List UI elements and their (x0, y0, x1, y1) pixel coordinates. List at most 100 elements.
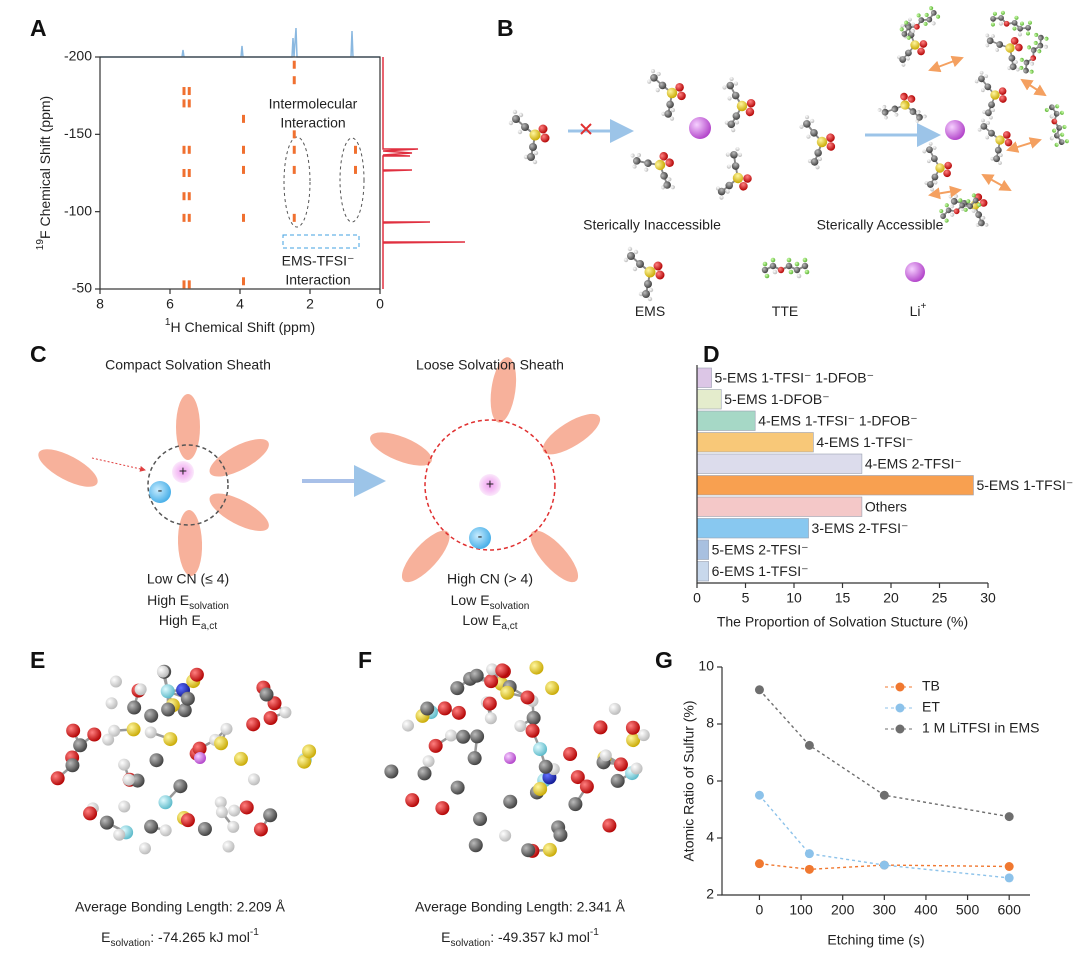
molecule (647, 69, 686, 121)
charge: + (486, 476, 494, 492)
atom (923, 114, 927, 119)
atom (263, 808, 278, 823)
caption: Sterically Accessible (817, 217, 944, 233)
atom (122, 773, 135, 786)
energy-label-part: High E (159, 612, 201, 628)
atom (1030, 55, 1037, 61)
f-projection (382, 57, 466, 289)
atom (764, 273, 770, 279)
atom (160, 684, 175, 699)
atom (233, 751, 248, 766)
atom (793, 266, 801, 274)
atom (905, 24, 912, 31)
atom (636, 260, 644, 268)
arrow (928, 55, 964, 73)
atom (599, 749, 612, 762)
atom (931, 173, 939, 181)
atom (979, 199, 988, 207)
atom (144, 726, 157, 739)
series-line (758, 794, 1010, 879)
bar (696, 389, 722, 410)
charge: - (478, 528, 483, 544)
atom (1017, 25, 1024, 32)
atom (484, 712, 497, 725)
atom (971, 208, 976, 213)
atom (814, 149, 822, 157)
atom (650, 74, 658, 82)
atom (1053, 132, 1060, 139)
atom (545, 681, 560, 696)
atom (981, 118, 985, 123)
atom (428, 738, 443, 753)
atom (563, 747, 578, 762)
atom (908, 17, 912, 22)
atom (900, 100, 910, 110)
atom (1064, 139, 1070, 144)
peak (292, 213, 296, 222)
legend-label-part: TTE (772, 303, 798, 319)
atom (722, 85, 727, 90)
atom (914, 23, 920, 30)
molecule (508, 109, 550, 165)
atom (647, 79, 652, 84)
atom (923, 21, 928, 26)
atom (435, 801, 450, 816)
atom (644, 167, 649, 172)
atom (943, 169, 951, 178)
peak (187, 213, 191, 222)
energy-label: Low Ea,ct (462, 612, 517, 632)
atom (930, 10, 937, 16)
atom (239, 800, 254, 815)
atom (980, 123, 988, 130)
atom (901, 63, 906, 67)
peak (187, 87, 191, 96)
atom (486, 663, 499, 676)
atom (877, 108, 882, 112)
molecule (977, 118, 1013, 165)
atom (173, 779, 188, 794)
x-tick-label: 500 (956, 902, 980, 918)
atom (1055, 104, 1060, 109)
atom (630, 762, 643, 775)
atom (102, 733, 115, 746)
atom (656, 71, 661, 77)
atom (948, 194, 953, 199)
atom (499, 829, 512, 842)
atom (726, 81, 735, 90)
energy-part: : -49.357 kJ mol (490, 929, 590, 945)
atom (627, 252, 635, 260)
x-tick-label: 300 (873, 902, 897, 918)
atom (1030, 47, 1037, 53)
atom (967, 203, 974, 210)
atom (804, 269, 810, 275)
projections (100, 27, 466, 289)
atom (632, 157, 641, 165)
panel-labels: A B C D E F G (30, 15, 720, 673)
atom (733, 81, 739, 86)
bond (1025, 37, 1042, 71)
atom (451, 705, 466, 720)
energy-label-part: a,ct (501, 621, 517, 632)
atom (909, 108, 917, 115)
atom (900, 24, 905, 28)
atom (1019, 65, 1024, 70)
atom (762, 261, 768, 267)
atom (445, 729, 458, 742)
atom (891, 105, 899, 113)
atom (632, 164, 637, 169)
atom (918, 17, 925, 23)
energy-part: solvation (450, 938, 490, 949)
atom (986, 37, 994, 45)
atom (1054, 142, 1059, 147)
peak (242, 213, 245, 222)
atom (1023, 59, 1030, 66)
atom (655, 270, 665, 280)
atom (730, 150, 738, 159)
atom (648, 287, 654, 293)
energy-label-part: a,ct (201, 621, 217, 632)
atom (517, 129, 523, 135)
atom (661, 111, 666, 116)
atom (971, 193, 976, 198)
panel-label: C (30, 341, 47, 367)
atom (1053, 110, 1060, 117)
